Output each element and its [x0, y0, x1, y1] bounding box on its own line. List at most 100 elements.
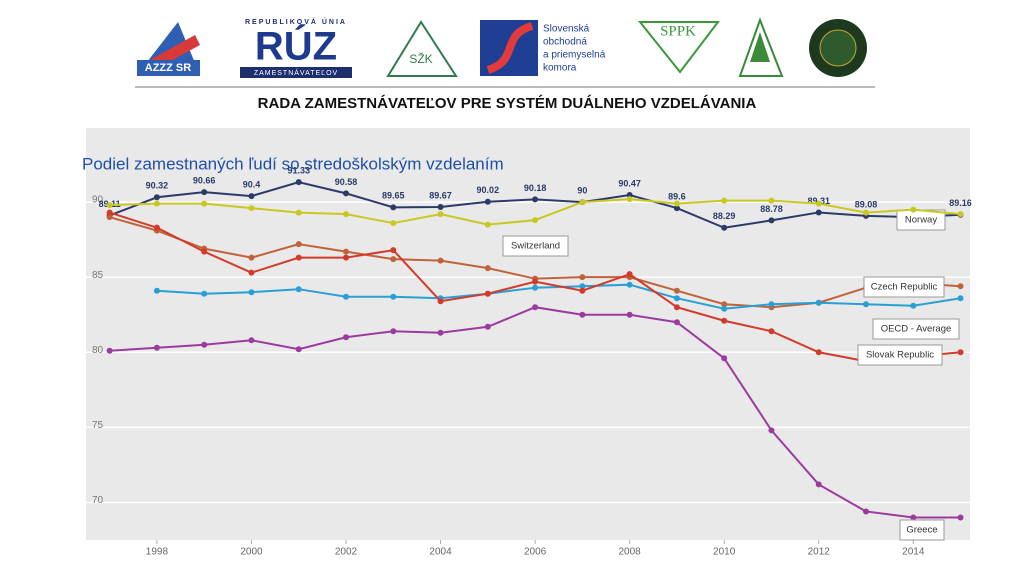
- data-point: [768, 427, 775, 434]
- data-label: 90: [577, 185, 587, 195]
- data-point: [673, 295, 680, 302]
- data-point: [957, 349, 964, 356]
- data-label: 89.65: [382, 191, 405, 201]
- data-point: [390, 328, 397, 335]
- plot-background: [86, 128, 970, 540]
- data-label: 90.47: [618, 178, 641, 188]
- data-point: [343, 211, 349, 218]
- data-point: [721, 301, 728, 308]
- data-point: [437, 298, 444, 305]
- data-point: [579, 274, 586, 281]
- data-point: [201, 248, 208, 255]
- data-point: [957, 283, 964, 290]
- data-point: [437, 257, 444, 264]
- data-point: [484, 265, 491, 272]
- data-point: [815, 209, 822, 216]
- data-point: [295, 286, 302, 293]
- y-tick-label: 85: [92, 270, 104, 281]
- data-point: [910, 206, 917, 213]
- data-point: [343, 254, 349, 261]
- legend-label: Norway: [905, 215, 937, 226]
- data-point: [532, 196, 539, 203]
- data-point: [721, 224, 728, 231]
- data-point: [153, 287, 160, 294]
- legend-box: [857, 344, 943, 366]
- data-point: [248, 205, 255, 212]
- logo-szk: SŽK: [386, 20, 458, 77]
- data-point: [673, 200, 680, 207]
- data-label: 88.29: [713, 211, 736, 221]
- data-point: [295, 346, 302, 353]
- data-point: [106, 209, 113, 216]
- data-point: [201, 290, 208, 297]
- data-point: [626, 281, 633, 288]
- data-point: [390, 293, 397, 300]
- data-point: [957, 295, 964, 302]
- data-label: 90.58: [335, 177, 358, 187]
- data-point: [910, 514, 917, 521]
- logo-ruz: REPUBLIKOVÁ ÚNIA RÚZ ZAMESTNÁVATEĽOV: [240, 17, 352, 78]
- data-label: 90.18: [524, 183, 547, 193]
- data-point: [768, 217, 775, 224]
- data-label: 90.4: [243, 179, 261, 189]
- data-point: [721, 305, 728, 312]
- data-point: [721, 317, 728, 324]
- data-point: [768, 328, 775, 335]
- data-label: 89.08: [855, 199, 878, 209]
- data-point: [153, 200, 160, 207]
- data-point: [343, 248, 349, 255]
- logo-text: ZAMESTNÁVATEĽOV: [254, 68, 338, 77]
- data-label: 89.16: [949, 198, 972, 208]
- data-point: [153, 344, 160, 351]
- data-point: [626, 311, 633, 318]
- data-point: [768, 301, 775, 308]
- data-point: [532, 278, 539, 285]
- data-point: [815, 299, 822, 306]
- x-tick-label: 2008: [619, 547, 642, 558]
- y-tick-label: 75: [92, 420, 104, 431]
- data-label: 88.78: [760, 204, 783, 214]
- data-point: [343, 334, 349, 341]
- data-point: [437, 204, 444, 211]
- data-point: [248, 254, 255, 261]
- x-tick-label: 2004: [429, 547, 452, 558]
- data-point: [815, 349, 822, 356]
- legend-box: [502, 235, 569, 257]
- x-tick-label: 2000: [240, 547, 263, 558]
- logo-text: SŽK: [409, 51, 432, 66]
- y-tick-label: 80: [92, 345, 104, 356]
- logo-text: obchodná: [543, 37, 587, 48]
- header-title: RADA ZAMESTNÁVATEĽOV PRE SYSTÉM DUÁLNEHO…: [258, 95, 757, 112]
- logo-sppk: SPPK: [637, 21, 721, 74]
- logo-text: a priemyselná: [543, 50, 606, 61]
- data-point: [673, 319, 680, 326]
- data-point: [484, 323, 491, 330]
- data-label: 91.33: [287, 165, 310, 175]
- data-point: [863, 209, 869, 216]
- y-tick-label: 70: [92, 495, 104, 506]
- logo-mining: [809, 19, 867, 77]
- data-point: [626, 271, 633, 278]
- data-point: [390, 247, 397, 254]
- data-point: [295, 254, 302, 261]
- data-point: [248, 337, 255, 344]
- data-point: [106, 347, 113, 354]
- data-point: [532, 284, 539, 291]
- legend-box: [863, 276, 945, 298]
- x-tick-label: 2006: [524, 547, 547, 558]
- data-point: [343, 293, 349, 300]
- data-point: [579, 199, 586, 206]
- x-tick-label: 2014: [902, 547, 925, 558]
- data-point: [248, 289, 255, 296]
- data-point: [106, 202, 113, 209]
- data-point: [579, 287, 586, 294]
- data-point: [295, 179, 302, 186]
- logo-text: RÚZ: [255, 23, 337, 69]
- legend-box: [872, 318, 960, 340]
- data-point: [153, 194, 160, 201]
- data-point: [863, 301, 869, 308]
- logo-text: komora: [543, 63, 577, 74]
- data-label: 89.6: [668, 191, 686, 201]
- plot: 70 75 80 85 90 1998 2000 2002 2004 2006 2008 2010 20…: [86, 165, 972, 558]
- data-point: [673, 304, 680, 311]
